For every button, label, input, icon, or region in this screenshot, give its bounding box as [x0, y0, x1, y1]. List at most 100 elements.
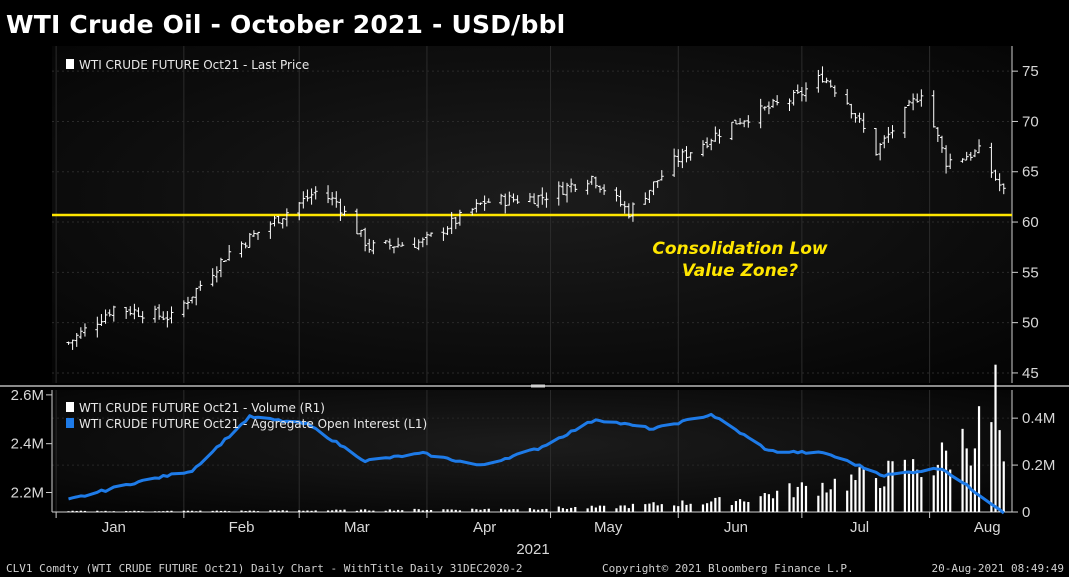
price-bar [412, 237, 417, 248]
price-bar [573, 184, 578, 192]
volume-bar [79, 510, 82, 512]
price-bar [832, 85, 837, 97]
volume-bar [215, 510, 218, 512]
volume-bar [273, 510, 276, 512]
volume-bar [302, 510, 305, 512]
volume-bar [331, 510, 334, 512]
volume-bar [211, 510, 214, 512]
price-bar [280, 218, 285, 229]
chart-title: WTI Crude Oil - October 2021 - USD/bbl [6, 10, 566, 39]
price-bar [359, 229, 364, 237]
price-bar [515, 195, 520, 204]
price-bar [342, 205, 347, 216]
volume-bar [710, 501, 713, 512]
price-bar [799, 87, 804, 102]
volume-bar [932, 475, 935, 512]
volume-bar [458, 510, 461, 512]
price-bar [371, 240, 376, 255]
annotation-line-2: Value Zone? [682, 261, 798, 281]
volume-bar [796, 486, 799, 512]
volume-bar [656, 505, 659, 512]
price-bar [890, 125, 895, 139]
volume-bar [104, 510, 107, 512]
price-bar [977, 139, 982, 154]
price-bar [95, 316, 100, 338]
volume-bar [396, 509, 400, 512]
month-label: May [594, 519, 623, 536]
volume-bar [228, 511, 231, 512]
volume-bar [763, 493, 766, 512]
price-bar [482, 195, 487, 211]
price-bar [643, 192, 648, 205]
volume-bar [936, 464, 939, 512]
price-bar [416, 239, 421, 251]
volume-tick-label: 0 [1022, 504, 1030, 521]
volume-bar [714, 497, 717, 512]
price-bar [688, 152, 693, 161]
volume-bar [627, 508, 630, 512]
volume-bar [623, 505, 626, 512]
volume-bar [158, 511, 161, 512]
volume-bar [219, 510, 223, 512]
volume-bar [743, 501, 746, 512]
volume-bar [71, 510, 74, 512]
volume-bar [804, 485, 808, 512]
price-bar [824, 77, 829, 84]
price-bar [111, 305, 116, 322]
price-bar [157, 304, 162, 320]
price-bar [931, 90, 936, 128]
volume-bar [112, 511, 115, 512]
price-bar [445, 226, 450, 236]
price-bar [766, 101, 771, 115]
volume-bar [586, 508, 589, 512]
price-bar [74, 332, 79, 347]
volume-bar [83, 510, 87, 512]
volume-bar [190, 510, 194, 512]
price-bar [536, 195, 541, 208]
footer-right: 20-Aug-2021 08:49:49 [932, 562, 1064, 575]
volume-bar [100, 511, 103, 512]
price-bar [544, 192, 549, 208]
volume-bar [730, 505, 733, 512]
price-bar [993, 169, 998, 181]
price-bar [284, 208, 289, 227]
volume-bar [537, 509, 540, 512]
oi-tick-label: 2.6M [11, 387, 44, 404]
price-bar [185, 296, 190, 310]
price-bar [540, 187, 545, 205]
volume-bar [850, 474, 853, 512]
price-axis-labels: 45 50 55 60 65 70 75 [1012, 63, 1039, 382]
volume-bar [195, 511, 198, 512]
price-bar [527, 192, 532, 203]
volume-bar [738, 499, 742, 512]
volume-bar [421, 510, 424, 512]
footer-left: CLV1 Comdty (WTI CRUDE FUTURE Oct21) Dai… [6, 562, 523, 575]
volume-bars [67, 364, 1005, 512]
volume-bar [615, 508, 618, 512]
price-bar [66, 341, 71, 345]
volume-bar [973, 448, 977, 512]
price-bar [82, 323, 87, 337]
volume-bar [940, 442, 944, 512]
oi-legend-swatch [66, 418, 74, 428]
price-bar [676, 149, 681, 167]
volume-bar [108, 511, 111, 512]
price-bar [997, 173, 1002, 192]
price-bar [700, 140, 705, 157]
price-bar [857, 112, 862, 123]
volume-bar [759, 496, 762, 512]
volume-bar [920, 477, 923, 512]
volume-bar [701, 504, 705, 512]
volume-legend[interactable]: WTI CRUDE FUTURE Oct21 - Volume (R1) WTI… [66, 401, 427, 431]
volume-bar [858, 467, 861, 512]
price-bar [136, 307, 141, 317]
price-bar [589, 175, 594, 185]
price-legend[interactable]: WTI CRUDE FUTURE Oct21 - Last Price [66, 58, 309, 72]
volume-bar [182, 510, 185, 512]
volume-bar [570, 507, 573, 512]
price-bar [733, 119, 738, 125]
price-bar [499, 193, 504, 205]
volume-bar [450, 509, 453, 512]
price-bar [915, 93, 920, 103]
